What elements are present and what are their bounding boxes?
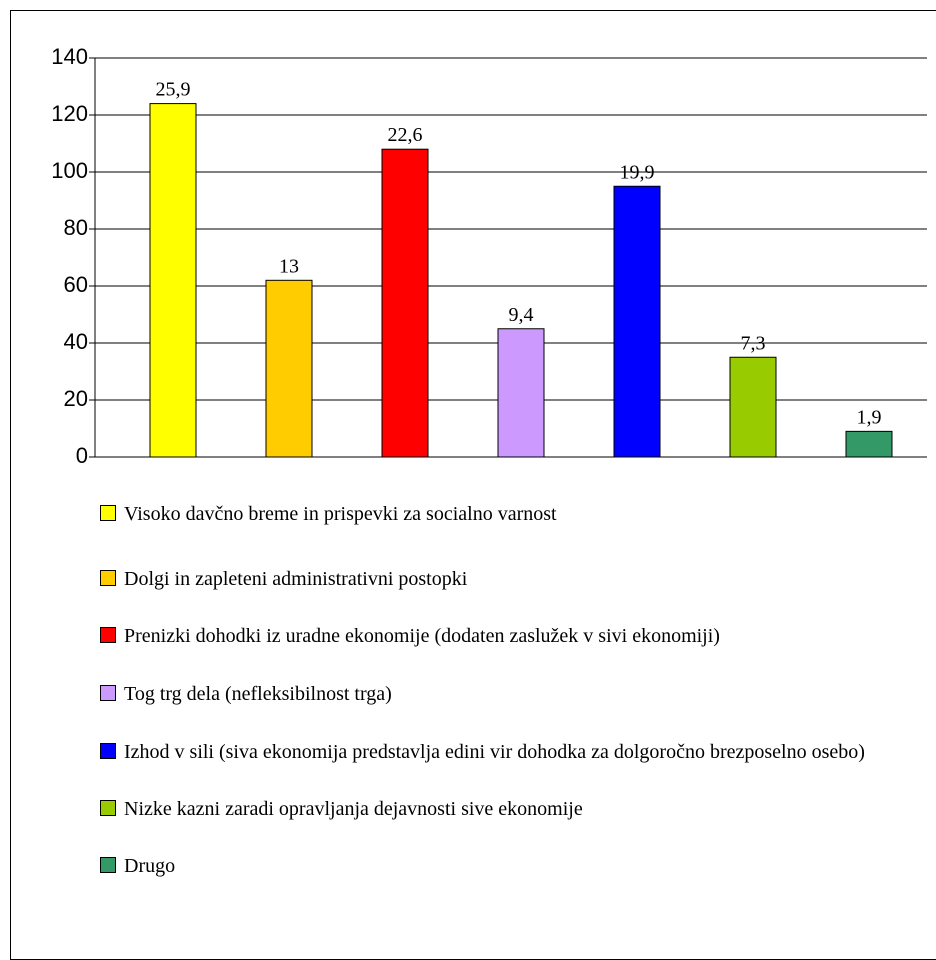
data-label: 7,3 (741, 332, 766, 354)
bar (613, 185, 661, 458)
y-tick-label: 20 (64, 386, 88, 411)
legend-swatch (100, 800, 116, 816)
y-tick-label: 120 (51, 101, 88, 126)
legend-swatch (100, 857, 116, 873)
y-tick-label: 140 (51, 44, 88, 69)
legend-label: Izhod v sili (siva ekonomija predstavlja… (124, 741, 865, 763)
y-tick-label: 60 (64, 272, 88, 297)
legend-swatch (100, 570, 116, 586)
legend-swatch (100, 685, 116, 701)
y-tick-label: 0 (76, 443, 88, 468)
legend-swatch (100, 627, 116, 643)
data-label: 1,9 (857, 406, 882, 428)
bar (497, 328, 545, 458)
bar (845, 430, 893, 458)
legend-item: Nizke kazni zaradi opravljanja dejavnost… (100, 798, 583, 821)
bar (729, 356, 777, 458)
bar (149, 103, 197, 458)
data-label: 25,9 (156, 79, 191, 101)
legend-item: Tog trg dela (nefleksibilnost trga) (100, 683, 392, 706)
legend-label: Prenizki dohodki iz uradne ekonomije (do… (124, 625, 720, 647)
legend-label: Drugo (124, 855, 176, 877)
data-label: 13 (279, 255, 299, 277)
legend-item: Izhod v sili (siva ekonomija predstavlja… (100, 740, 936, 764)
data-label: 19,9 (620, 161, 655, 183)
bar (265, 279, 313, 458)
legend-label: Dolgi in zapleteni administrativni posto… (124, 568, 468, 590)
legend-item: Visoko davčno breme in prispevki za soci… (100, 503, 557, 526)
legend-label: Visoko davčno breme in prispevki za soci… (124, 503, 557, 525)
legend-item: Drugo (100, 855, 175, 878)
y-tick-label: 100 (51, 158, 88, 183)
legend-item: Dolgi in zapleteni administrativni posto… (100, 568, 467, 591)
legend-item: Prenizki dohodki iz uradne ekonomije (do… (100, 625, 720, 648)
legend-swatch (100, 743, 116, 759)
legend-swatch (100, 505, 116, 521)
legend-label: Tog trg dela (nefleksibilnost trga) (124, 683, 392, 705)
data-label: 9,4 (509, 304, 534, 326)
y-tick-label: 80 (64, 215, 88, 240)
legend-label: Nizke kazni zaradi opravljanja dejavnost… (124, 798, 583, 820)
y-tick-label: 40 (64, 329, 88, 354)
data-label: 22,6 (388, 124, 423, 146)
bar (381, 148, 429, 458)
